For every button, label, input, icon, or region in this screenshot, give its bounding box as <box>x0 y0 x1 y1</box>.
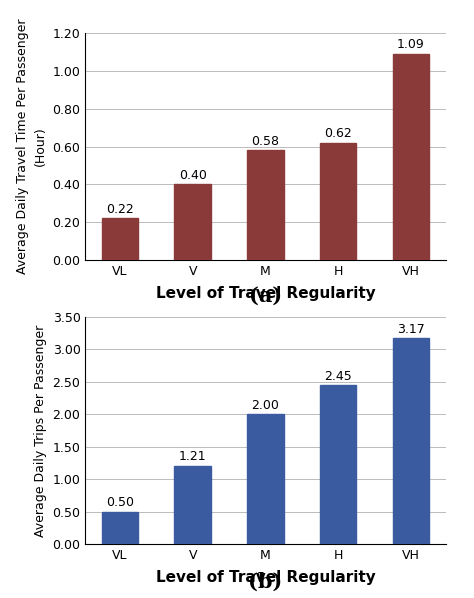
Bar <box>174 184 211 260</box>
X-axis label: Level of Travel Regularity: Level of Travel Regularity <box>155 570 375 585</box>
Bar <box>320 385 356 544</box>
Text: 1.21: 1.21 <box>179 450 207 463</box>
Bar <box>102 512 138 544</box>
Text: 0.22: 0.22 <box>106 203 134 216</box>
Text: 0.58: 0.58 <box>251 135 280 148</box>
Y-axis label: Average Daily Trips Per Passenger: Average Daily Trips Per Passenger <box>34 325 47 536</box>
Text: (a): (a) <box>249 286 282 306</box>
Bar <box>393 54 429 260</box>
Bar <box>320 143 356 260</box>
Text: 0.40: 0.40 <box>179 169 207 182</box>
Text: 2.45: 2.45 <box>324 370 352 383</box>
Bar <box>247 150 283 260</box>
Text: 3.17: 3.17 <box>397 323 425 335</box>
Y-axis label: Average Daily Travel Time Per Passenger
(Hour): Average Daily Travel Time Per Passenger … <box>16 19 47 274</box>
Bar <box>247 414 283 544</box>
Text: 2.00: 2.00 <box>252 399 279 412</box>
Text: 0.50: 0.50 <box>106 496 134 509</box>
Text: 0.62: 0.62 <box>324 127 352 141</box>
Text: 1.09: 1.09 <box>397 38 425 51</box>
X-axis label: Level of Travel Regularity: Level of Travel Regularity <box>155 286 375 301</box>
Bar <box>174 466 211 544</box>
Bar <box>393 338 429 544</box>
Text: (b): (b) <box>248 572 283 592</box>
Bar <box>102 218 138 260</box>
